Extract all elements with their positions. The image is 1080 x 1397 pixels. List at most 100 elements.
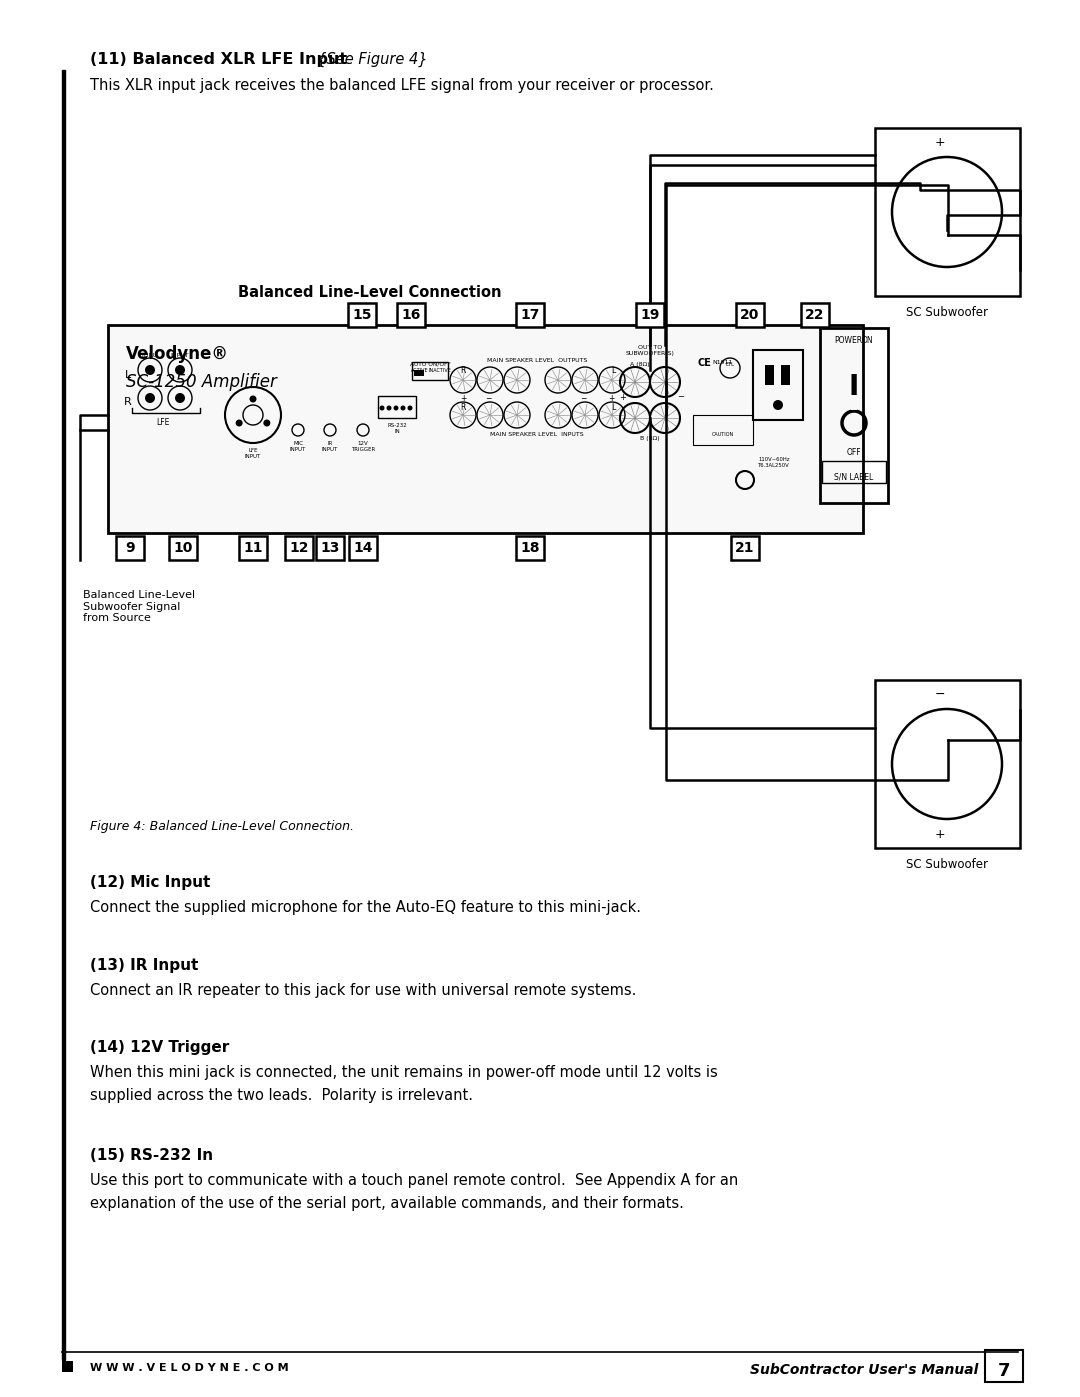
Circle shape (773, 400, 783, 409)
Text: Connect an IR repeater to this jack for use with universal remote systems.: Connect an IR repeater to this jack for … (90, 983, 636, 997)
Text: 22: 22 (806, 307, 825, 321)
Bar (731, 536, 759, 560)
Text: SubContractor User's Manual: SubContractor User's Manual (750, 1363, 978, 1377)
Circle shape (407, 405, 413, 411)
Text: 7: 7 (998, 1362, 1010, 1380)
Text: 21: 21 (735, 541, 755, 555)
Text: (13) IR Input: (13) IR Input (90, 958, 199, 972)
Text: 20: 20 (740, 307, 759, 321)
Text: THRU: THRU (141, 353, 159, 358)
Bar (349, 536, 377, 560)
Bar (985, 1350, 1023, 1382)
Text: +: + (619, 393, 626, 401)
Circle shape (175, 365, 185, 374)
Circle shape (387, 405, 391, 411)
Text: +: + (935, 828, 946, 841)
Text: OUT TO
SUBWOOFER(S): OUT TO SUBWOOFER(S) (625, 345, 674, 356)
Text: SC Subwoofer: SC Subwoofer (906, 306, 988, 319)
Text: MAIN SPEAKER LEVEL  INPUTS: MAIN SPEAKER LEVEL INPUTS (490, 432, 584, 437)
Bar (753, 351, 804, 420)
Bar (693, 415, 753, 446)
Bar (348, 303, 376, 327)
Text: CE: CE (697, 358, 711, 367)
Text: When this mini jack is connected, the unit remains in power-off mode until 12 vo: When this mini jack is connected, the un… (90, 1065, 718, 1080)
Text: 11: 11 (243, 541, 262, 555)
Text: supplied across the two leads.  Polarity is irrelevant.: supplied across the two leads. Polarity … (90, 1088, 473, 1104)
Text: W W W . V E L O D Y N E . C O M: W W W . V E L O D Y N E . C O M (90, 1363, 288, 1373)
Text: −: − (935, 687, 945, 701)
Text: ACTIVE: ACTIVE (411, 367, 429, 373)
Bar (414, 370, 424, 376)
Text: R: R (460, 366, 465, 374)
Bar (397, 303, 426, 327)
Text: I: I (849, 373, 859, 401)
Circle shape (145, 365, 156, 374)
Circle shape (264, 419, 270, 426)
Text: SC Subwoofer: SC Subwoofer (906, 858, 988, 870)
Bar (411, 362, 448, 380)
Text: Velodyne®: Velodyne® (126, 345, 229, 363)
Text: 16: 16 (402, 307, 421, 321)
Text: +: + (609, 394, 615, 402)
Text: L: L (611, 402, 615, 412)
Bar (875, 680, 1020, 848)
Text: explanation of the use of the serial port, available commands, and their formats: explanation of the use of the serial por… (90, 1196, 684, 1211)
Bar (62, 1361, 73, 1372)
Text: ON: ON (862, 337, 874, 345)
Text: (15) RS-232 In: (15) RS-232 In (90, 1148, 213, 1162)
Text: This XLR input jack receives the balanced LFE signal from your receiver or proce: This XLR input jack receives the balance… (90, 78, 714, 94)
Text: −: − (935, 152, 945, 165)
Text: A (8Ω): A (8Ω) (631, 362, 650, 367)
Bar (108, 326, 863, 534)
Text: 17: 17 (521, 307, 540, 321)
Text: 18: 18 (521, 541, 540, 555)
Circle shape (145, 393, 156, 402)
Text: −: − (485, 394, 491, 402)
Text: L: L (125, 370, 131, 380)
Bar (239, 536, 267, 560)
Text: LFE: LFE (157, 418, 170, 427)
Text: (12) Mic Input: (12) Mic Input (90, 875, 211, 890)
Text: +: + (460, 394, 467, 402)
Bar (516, 536, 544, 560)
Bar (801, 303, 829, 327)
Text: Figure 4: Balanced Line-Level Connection.: Figure 4: Balanced Line-Level Connection… (90, 820, 354, 833)
Bar (735, 303, 764, 327)
Text: R: R (124, 397, 132, 407)
Text: Use this port to communicate with a touch panel remote control.  See Appendix A : Use this port to communicate with a touc… (90, 1173, 739, 1187)
Text: 12: 12 (289, 541, 309, 555)
Text: ETL: ETL (726, 362, 734, 367)
Text: LFE
INPUT: LFE INPUT (245, 448, 261, 458)
Text: L: L (611, 366, 615, 374)
Text: MIC
INPUT: MIC INPUT (289, 441, 306, 451)
Text: INPUT: INPUT (171, 353, 189, 358)
Text: −: − (580, 394, 586, 402)
Text: (11) Balanced XLR LFE Input: (11) Balanced XLR LFE Input (90, 52, 347, 67)
Text: INACTIVE: INACTIVE (429, 367, 451, 373)
Bar (820, 328, 888, 503)
Circle shape (401, 405, 405, 411)
Text: Connect the supplied microphone for the Auto-EQ feature to this mini-jack.: Connect the supplied microphone for the … (90, 900, 642, 915)
Circle shape (235, 419, 243, 426)
Text: S/N LABEL: S/N LABEL (835, 474, 874, 482)
Text: (14) 12V Trigger: (14) 12V Trigger (90, 1039, 229, 1055)
Bar (822, 461, 886, 483)
Text: +: + (935, 136, 946, 149)
Text: 12V
TRIGGER: 12V TRIGGER (351, 441, 375, 451)
Bar (285, 536, 313, 560)
Text: 14: 14 (353, 541, 373, 555)
Circle shape (249, 395, 257, 402)
Text: R: R (460, 402, 465, 412)
Text: 15: 15 (352, 307, 372, 321)
Text: IR
INPUT: IR INPUT (322, 441, 338, 451)
Bar (62, 70, 65, 1361)
Circle shape (393, 405, 399, 411)
Text: 9: 9 (125, 541, 135, 555)
Bar (875, 129, 1020, 296)
Text: CAUTION: CAUTION (712, 432, 734, 437)
Text: POWER: POWER (834, 337, 862, 345)
Bar (316, 536, 345, 560)
Text: Balanced Line-Level
Subwoofer Signal
from Source: Balanced Line-Level Subwoofer Signal fro… (83, 590, 195, 623)
Text: {See Figure 4}: {See Figure 4} (308, 52, 428, 67)
Bar (516, 303, 544, 327)
